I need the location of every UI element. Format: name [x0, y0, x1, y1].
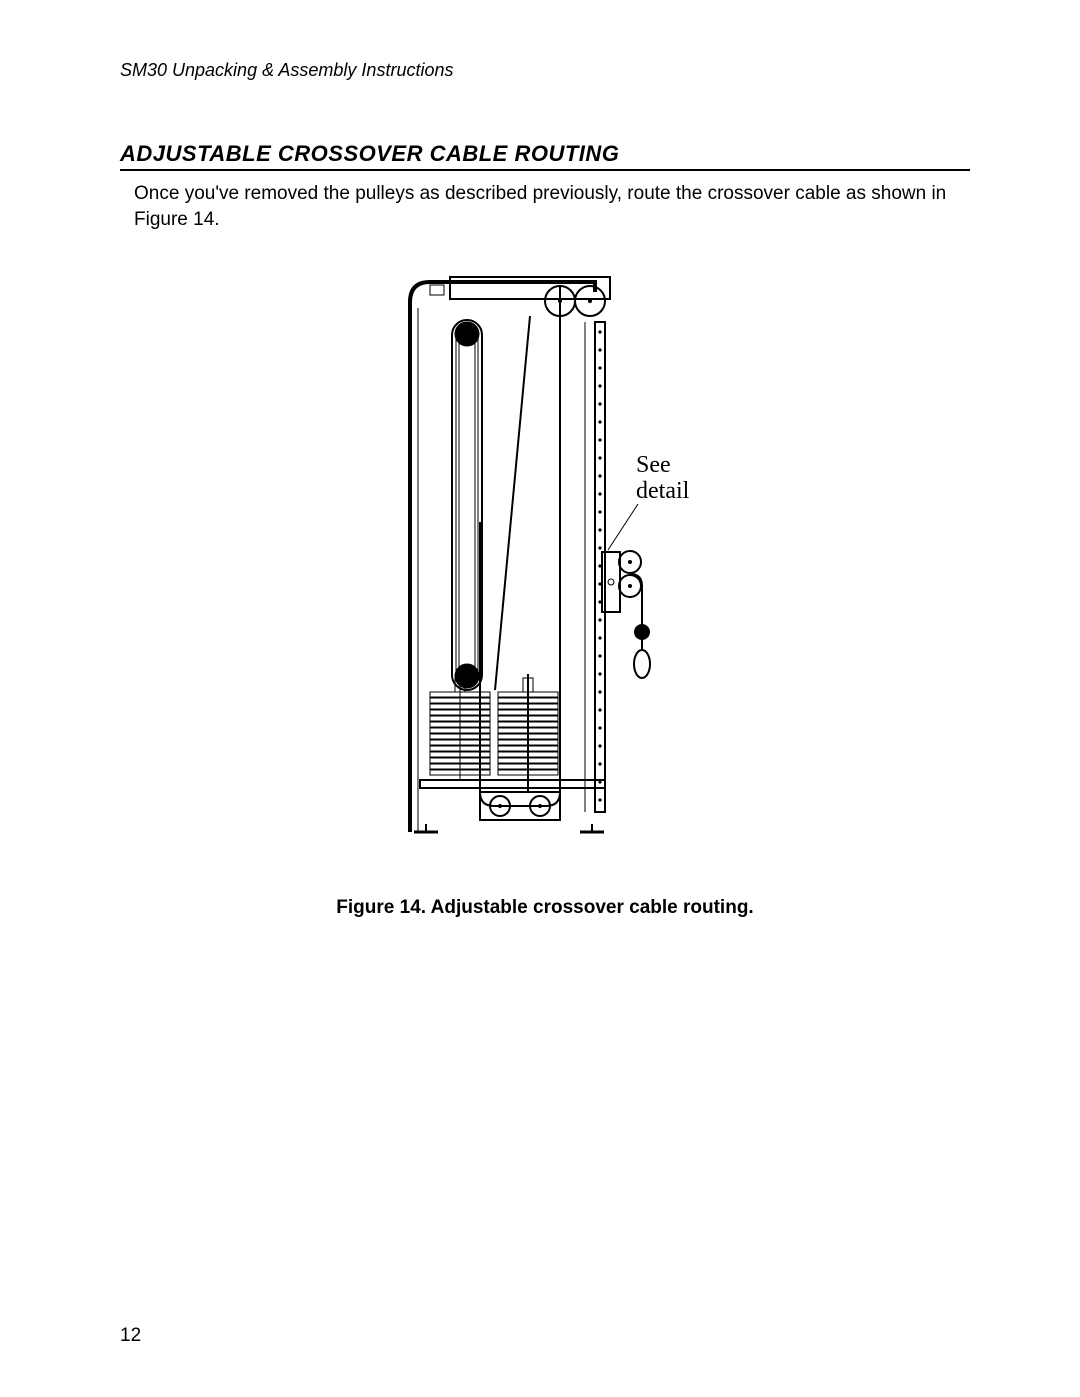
figure-container: Seedetail Figure 14. Adjustable crossove…: [120, 272, 970, 919]
section-title: ADJUSTABLE CROSSOVER CABLE ROUTING: [120, 141, 970, 171]
body-paragraph: Once you've removed the pulleys as descr…: [134, 181, 954, 232]
svg-text:detail: detail: [636, 478, 690, 504]
manual-page: SM30 Unpacking & Assembly Instructions A…: [0, 0, 1080, 1397]
page-number: 12: [120, 1325, 141, 1347]
cable-routing-diagram: Seedetail: [390, 272, 700, 847]
figure-caption: Figure 14. Adjustable crossover cable ro…: [120, 897, 970, 919]
diagram-svg: Seedetail: [390, 272, 700, 842]
running-header: SM30 Unpacking & Assembly Instructions: [120, 60, 970, 81]
svg-text:See: See: [636, 452, 671, 478]
